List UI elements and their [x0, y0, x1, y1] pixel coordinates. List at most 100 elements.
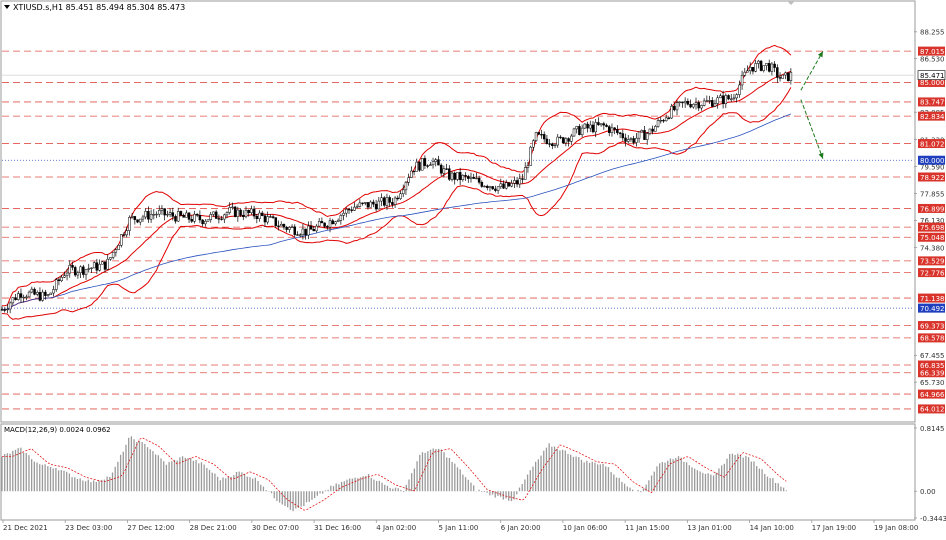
time-tick-label: 10 Jan 06:00 [563, 524, 607, 532]
candle-body [616, 129, 619, 134]
candle-body [467, 176, 470, 179]
time-tick-label: 30 Dec 07:00 [252, 524, 299, 532]
candle-body [120, 234, 123, 246]
symbol-header: XTIUSD.s,H1 85.451 85.494 85.304 85.473 [13, 3, 185, 12]
level-label-bg [918, 360, 945, 370]
candle-body [469, 176, 473, 179]
candle-body [754, 63, 757, 72]
candle-body [662, 119, 665, 122]
candle-body [285, 226, 288, 230]
candle-body [637, 131, 641, 139]
candle-body [486, 185, 489, 188]
candle-body [591, 124, 595, 133]
candle-body [572, 128, 576, 137]
candle-body [6, 308, 9, 311]
candle-body [702, 100, 706, 106]
time-tick-label: 6 Jan 20:00 [501, 524, 541, 532]
candle-body [157, 210, 161, 215]
level-label-bg [918, 404, 945, 414]
candle-body [46, 294, 50, 296]
collapse-triangle-icon[interactable] [4, 5, 10, 9]
level-label: 75.698 [920, 224, 945, 232]
level-label-bg [918, 222, 945, 232]
candle-body [385, 197, 389, 206]
candle-body [52, 289, 55, 294]
candle-body [407, 177, 410, 183]
level-label: 73.529 [920, 258, 945, 266]
candle-body [76, 272, 80, 276]
candle-body [667, 117, 671, 119]
candle-body [556, 136, 559, 146]
price-tick-label: 74.380 [920, 244, 945, 252]
candle-body [729, 98, 733, 100]
candle-body [578, 126, 581, 135]
candle-body [759, 60, 763, 71]
candle-body [523, 167, 527, 180]
candle-body [618, 132, 622, 134]
candle-body [738, 84, 741, 95]
level-label: 85.000 [920, 79, 945, 87]
candle-body [504, 182, 508, 189]
candle-body [136, 219, 139, 223]
macd-tick-label: -0.3443 [920, 515, 946, 523]
candle-body [686, 100, 690, 105]
candle-body [461, 175, 465, 180]
level-label-bg [918, 293, 945, 303]
candle-body [17, 293, 20, 300]
candle-body [784, 72, 787, 76]
level-label: 83.747 [920, 99, 945, 107]
candle-body [599, 123, 603, 126]
candle-body [561, 137, 565, 144]
candle-body [420, 158, 424, 171]
level-label-bg [918, 172, 945, 182]
candle-body [128, 217, 131, 231]
candle-body [369, 201, 372, 208]
dotted-level-label: 80.000 [920, 157, 945, 165]
price-tick-label: 88.255 [920, 29, 945, 37]
candle-body [49, 292, 53, 295]
candle-body [301, 228, 305, 236]
candle-body [98, 263, 101, 271]
level-label: 82.834 [920, 113, 945, 121]
candle-body [437, 159, 440, 166]
level-label: 69.373 [920, 322, 945, 330]
candle-body [683, 100, 687, 104]
candle-body [610, 127, 614, 133]
candle-body [635, 137, 638, 143]
time-axis: 21 Dec 2021 23 Dec 03:00 27 Dec 12:00 28 De… [2, 520, 918, 532]
chart-shift-marker-icon[interactable] [787, 1, 795, 5]
level-label-bg [918, 368, 945, 378]
candle-body [298, 234, 302, 236]
candle-body [401, 189, 405, 195]
candle-body [355, 206, 359, 208]
candle-body [396, 197, 400, 200]
candle-body [182, 215, 185, 218]
candle-body [290, 226, 294, 228]
candle-body [331, 220, 334, 225]
candle-body [166, 214, 169, 216]
candle-body [57, 279, 61, 281]
candle-body [673, 105, 676, 111]
candle-body [626, 139, 630, 142]
candle-body [580, 127, 584, 135]
candle-body [339, 215, 343, 221]
time-tick-label: 4 Jan 02:00 [376, 524, 416, 532]
candle-body [545, 138, 549, 144]
candle-body [174, 216, 177, 222]
candle-body [144, 211, 147, 218]
candle-body [708, 100, 711, 102]
candle-body [681, 101, 684, 104]
dotted-level-label: 70.492 [920, 305, 945, 313]
price-tick-label: 67.455 [920, 352, 945, 360]
candle-body [429, 164, 432, 166]
candle-body [513, 180, 516, 184]
candle-body [480, 182, 484, 187]
candle-body [22, 296, 25, 299]
candle-body [388, 197, 391, 203]
macd-panel-frame [0, 423, 916, 521]
candle-body [727, 95, 730, 100]
candle-body [19, 293, 23, 298]
candle-body [27, 291, 31, 298]
